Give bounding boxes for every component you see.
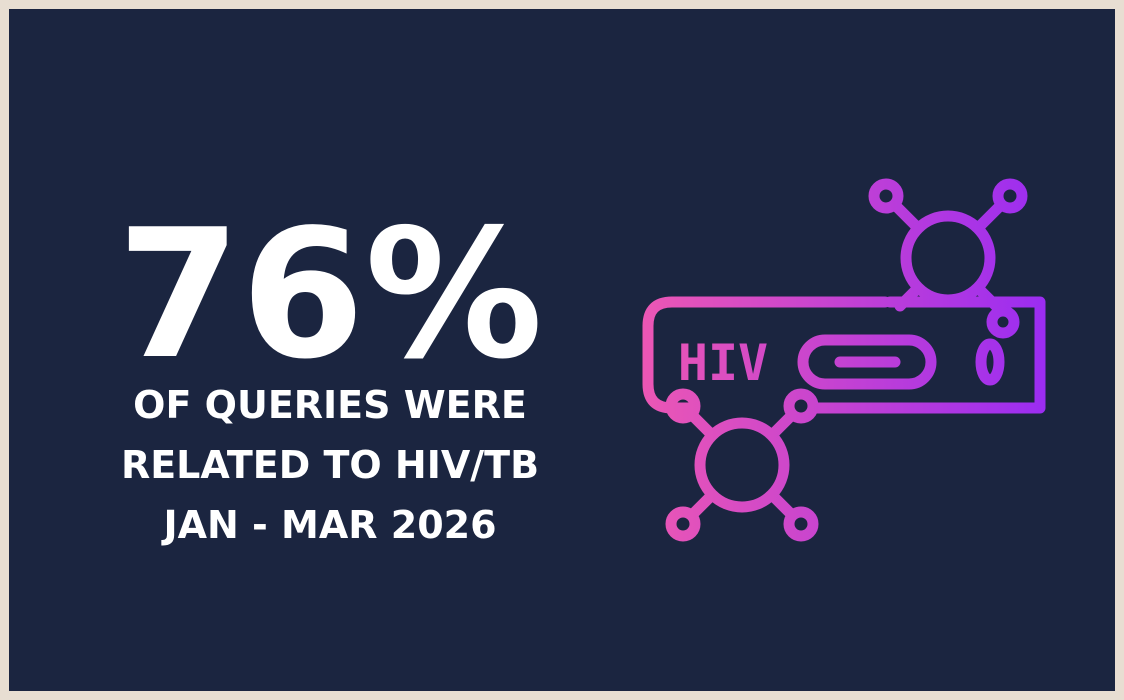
virus xyxy=(868,178,1028,339)
result-window xyxy=(797,334,937,390)
virus xyxy=(665,388,819,542)
caption-line: OF QUERIES WERE xyxy=(133,383,527,427)
caption-line: JAN - MAR 2026 xyxy=(160,503,496,547)
stat: 76% xyxy=(117,191,543,398)
icon-label: HIV xyxy=(678,334,768,392)
sample-well xyxy=(975,338,1005,386)
hiv-test-icon xyxy=(642,178,1046,542)
caption-line: RELATED TO HIV/TB xyxy=(121,443,539,487)
